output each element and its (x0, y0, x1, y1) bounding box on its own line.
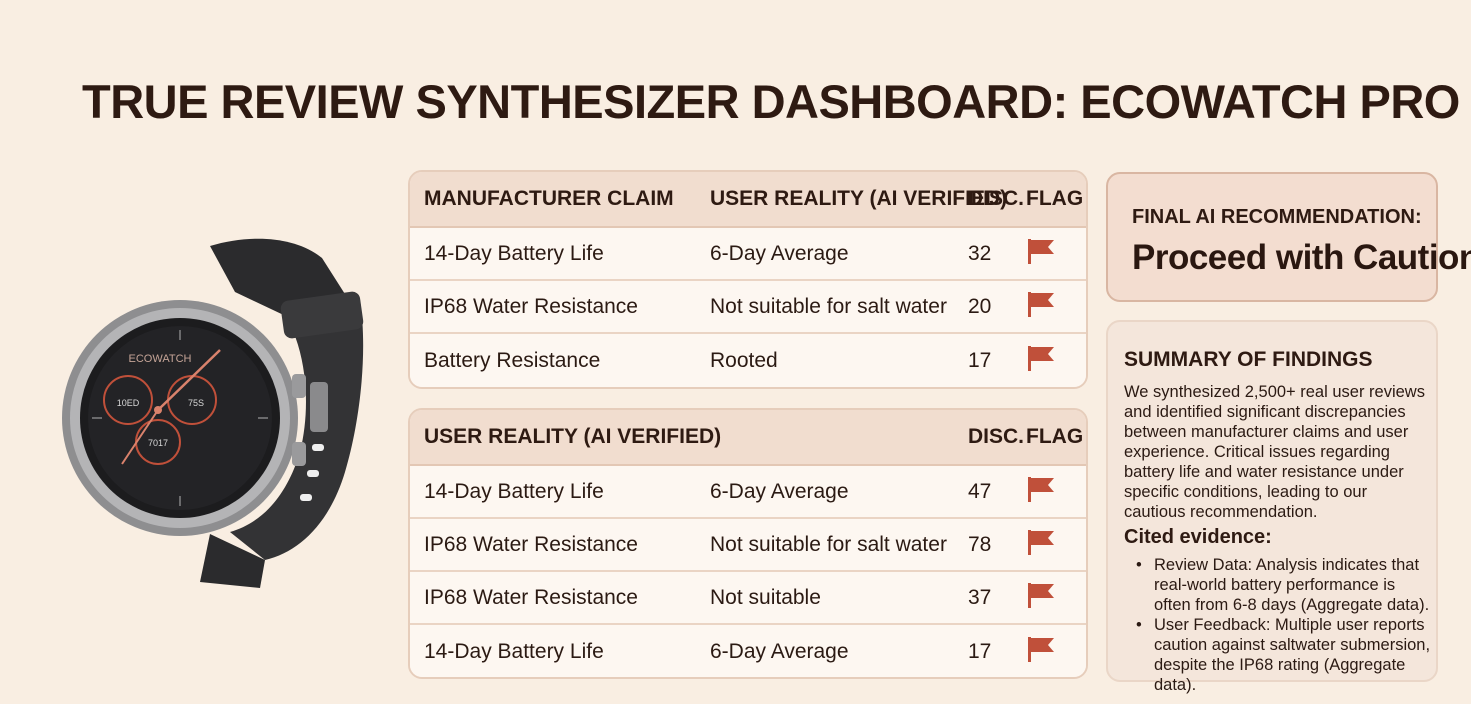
cited-evidence-list: Review Data: Analysis indicates that rea… (1136, 555, 1436, 695)
recommendation-card: FINAL AI RECOMMENDATION: Proceed with Ca… (1106, 172, 1471, 302)
claims-table: MANUFACTURER CLAIM USER REALITY (AI VERI… (408, 170, 1088, 389)
svg-text:7017: 7017 (148, 438, 168, 448)
svg-text:10ED: 10ED (117, 398, 140, 408)
svg-text:75S: 75S (188, 398, 204, 408)
flag-icon[interactable] (1026, 237, 1056, 271)
table-row: 14-Day Battery Life 6-Day Average 32 (410, 228, 1086, 281)
reality-table: USER REALITY (AI VERIFIED) DISC. FLAG 14… (408, 408, 1088, 679)
recommendation-label: FINAL AI RECOMMENDATION: (1132, 206, 1422, 228)
table-row: Battery Resistance Rooted 17 (410, 334, 1086, 387)
table-row: 14-Day Battery Life 6-Day Average 47 (410, 466, 1086, 519)
flag-icon[interactable] (1026, 581, 1056, 615)
header-disc: DISC. (968, 425, 1025, 448)
flag-icon[interactable] (1026, 528, 1056, 562)
page-title: TRUE REVIEW SYNTHESIZER DASHBOARD: ECOWA… (82, 75, 1471, 128)
header-reality: USER REALITY (AI VERIFIED) (710, 187, 1008, 210)
header-disc: DISC. (968, 187, 1025, 210)
table-row: IP68 Water Resistance Not suitable 37 (410, 572, 1086, 625)
summary-title: SUMMARY OF FINDINGS (1124, 348, 1373, 371)
header-flag: FLAG (1026, 187, 1084, 210)
product-image: ECOWATCH 10ED 75S 7017 (60, 232, 380, 592)
table-row: IP68 Water Resistance Not suitable for s… (410, 519, 1086, 572)
table-row: IP68 Water Resistance Not suitable for s… (410, 281, 1086, 334)
table-row: 14-Day Battery Life 6-Day Average 17 (410, 625, 1086, 677)
table-header: MANUFACTURER CLAIM USER REALITY (AI VERI… (410, 172, 1086, 228)
flag-icon[interactable] (1026, 475, 1056, 509)
list-item: Review Data: Analysis indicates that rea… (1136, 555, 1436, 615)
header-claim: MANUFACTURER CLAIM (424, 187, 674, 210)
summary-card: SUMMARY OF FINDINGS We synthesized 2,500… (1106, 320, 1438, 694)
list-item: User Feedback: Multiple user reports cau… (1136, 615, 1436, 695)
header-flag: FLAG (1026, 425, 1084, 448)
recommendation-value: Proceed with Caution (1132, 238, 1471, 277)
flag-icon[interactable] (1026, 290, 1056, 324)
summary-body: We synthesized 2,500+ real user reviews … (1124, 383, 1425, 521)
cited-evidence-title: Cited evidence: (1124, 526, 1272, 548)
header-reality: USER REALITY (AI VERIFIED) (424, 425, 722, 448)
table-header: USER REALITY (AI VERIFIED) DISC. FLAG (410, 410, 1086, 466)
flag-icon[interactable] (1026, 344, 1056, 378)
watch-brand: ECOWATCH (129, 353, 192, 365)
flag-icon[interactable] (1026, 635, 1056, 669)
